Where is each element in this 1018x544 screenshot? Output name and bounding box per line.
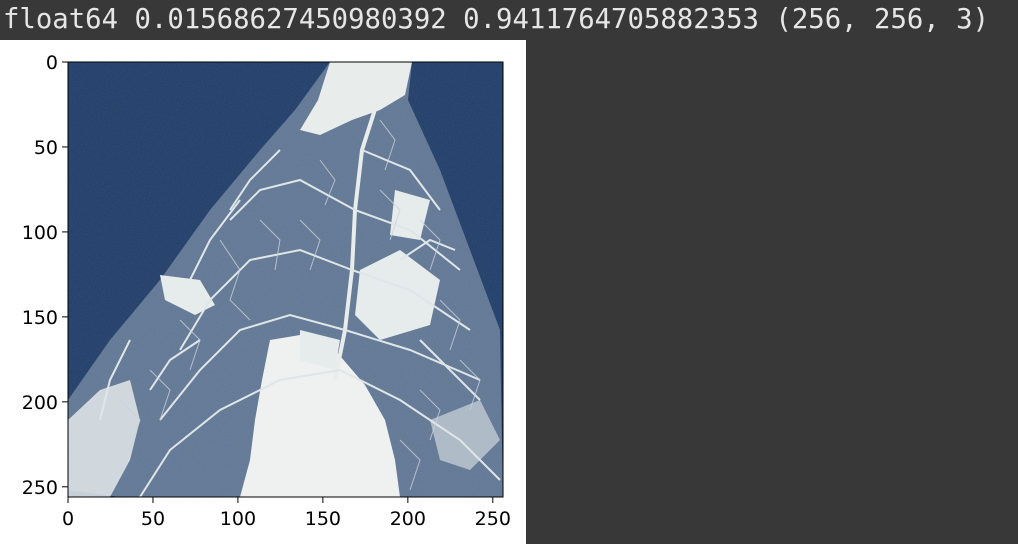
leaf-body (68, 62, 503, 497)
x-tick-label: 0 (62, 508, 74, 530)
x-tick-label: 50 (141, 508, 165, 530)
x-tick-label: 200 (390, 508, 426, 530)
printed-array-info: float64 0.01568627450980392 0.9411764705… (3, 4, 990, 35)
leaf-patch-3 (390, 190, 430, 240)
x-tick-label: 250 (475, 508, 511, 530)
x-axis: 0 50 100 150 200 250 (62, 497, 511, 530)
x-tick-label: 150 (305, 508, 341, 530)
y-tick-label: 250 (22, 477, 58, 499)
leaf-left-base (68, 380, 140, 497)
leaf-bright-base (240, 335, 400, 497)
y-tick-label: 200 (22, 392, 58, 414)
axes-frame (67, 61, 504, 498)
leaf-patch-4 (300, 330, 340, 370)
leaf-patch-1 (160, 275, 215, 315)
leaf-patch-5 (430, 400, 500, 470)
leaf-fine-veins (119, 119, 481, 491)
leaf-patch-2 (355, 250, 440, 340)
x-tick-label: 100 (220, 508, 256, 530)
leaf-tip-highlight (300, 62, 412, 135)
y-tick-label: 50 (34, 137, 58, 159)
y-axis: 0 50 100 150 200 250 (22, 52, 68, 499)
leaf-image (68, 62, 503, 497)
y-tick-label: 100 (22, 222, 58, 244)
leaf-veins (99, 149, 501, 497)
y-tick-label: 0 (46, 52, 58, 74)
image-plot-svg: 0 50 100 150 200 250 0 50 100 150 200 250 (22, 52, 511, 530)
y-tick-label: 150 (22, 307, 58, 329)
matplotlib-figure: 0 50 100 150 200 250 0 50 100 150 200 250 (0, 40, 526, 544)
leaf-midrib (333, 99, 380, 381)
